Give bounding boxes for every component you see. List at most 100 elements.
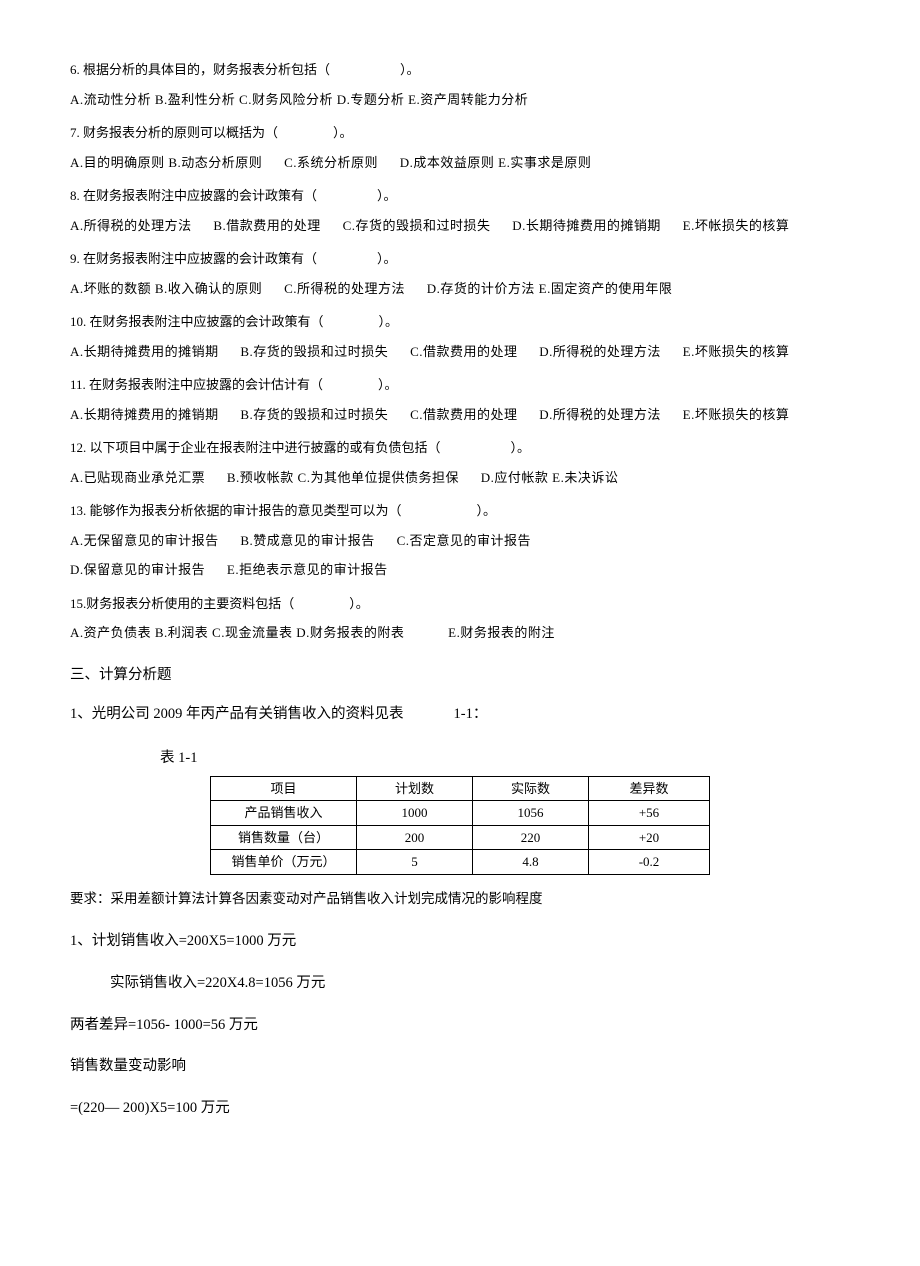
- q13-c: C.否定意见的审计报告: [397, 531, 531, 551]
- q7-options: A.目的明确原则 B.动态分析原则 C.系统分析原则 D.成本效益原则 E.实事…: [70, 153, 850, 173]
- p1-intro1: 1、光明公司 2009 年丙产品有关销售收入的资料见表: [70, 706, 404, 722]
- q13-d: D.保留意见的审计报告: [70, 560, 205, 580]
- question-9: 9. 在财务报表附注中应披露的会计政策有（ ）。: [70, 249, 850, 269]
- problem-1-intro: 1、光明公司 2009 年丙产品有关销售收入的资料见表 1-1：: [70, 704, 850, 726]
- q12-tail: ）。: [511, 440, 531, 455]
- q6-stem: 6. 根据分析的具体目的，财务报表分析包括（: [70, 62, 330, 77]
- q7-d: D.成本效益原则 E.实事求是原则: [400, 153, 592, 173]
- question-8: 8. 在财务报表附注中应披露的会计政策有（ ）。: [70, 186, 850, 206]
- calc-line-1: 1、计划销售收入=200X5=1000 万元: [70, 931, 850, 953]
- q7-c: C.系统分析原则: [284, 153, 378, 173]
- q10-tail: ）。: [379, 314, 399, 329]
- q7-stem: 7. 财务报表分析的原则可以概括为（: [70, 125, 278, 140]
- cell: 销售单价（万元）: [211, 850, 357, 875]
- question-6: 6. 根据分析的具体目的，财务报表分析包括（ ）。: [70, 60, 850, 80]
- q10-options: A.长期待摊费用的摊销期 B.存货的毁损和过时损失 C.借款费用的处理 D.所得…: [70, 342, 850, 362]
- section-3-title: 三、计算分析题: [70, 665, 850, 687]
- q11-stem: 11. 在财务报表附注中应披露的会计估计有（: [70, 377, 323, 392]
- cell: 200: [357, 825, 473, 850]
- cell: 产品销售收入: [211, 801, 357, 826]
- q13-e: E.拒绝表示意见的审计报告: [227, 560, 388, 580]
- q12-options: A.已贴现商业承兑汇票 B.预收帐款 C.为其他单位提供债务担保 D.应付帐款 …: [70, 468, 850, 488]
- q8-a: A.所得税的处理方法: [70, 216, 192, 236]
- cell: 4.8: [473, 850, 589, 875]
- cell: 5: [357, 850, 473, 875]
- q10-d: D.所得税的处理方法: [539, 342, 661, 362]
- q12-a: A.已贴现商业承兑汇票: [70, 468, 205, 488]
- q13-tail: ）。: [477, 503, 497, 518]
- p1-intro2: 1-1：: [454, 706, 488, 722]
- q11-b: B.存货的毁损和过时损失: [240, 405, 388, 425]
- q8-d: D.长期待摊费用的摊销期: [512, 216, 661, 236]
- q9-options: A.坏账的数额 B.收入确认的原则 C.所得税的处理方法 D.存货的计价方法 E…: [70, 279, 850, 299]
- question-12: 12. 以下项目中属于企业在报表附注中进行披露的或有负债包括（ ）。: [70, 438, 850, 458]
- cell: -0.2: [589, 850, 710, 875]
- q12-stem: 12. 以下项目中属于企业在报表附注中进行披露的或有负债包括（: [70, 440, 441, 455]
- q13-options-line2: D.保留意见的审计报告 E.拒绝表示意见的审计报告: [70, 560, 850, 580]
- cell: 220: [473, 825, 589, 850]
- q11-a: A.长期待摊费用的摊销期: [70, 405, 219, 425]
- q7-a: A.目的明确原则 B.动态分析原则: [70, 153, 262, 173]
- table-1-1-label: 表 1-1: [160, 748, 850, 770]
- q15-tail: ）。: [349, 596, 369, 611]
- calc-line-5: =(220— 200)X5=100 万元: [70, 1098, 850, 1120]
- th-plan: 计划数: [357, 776, 473, 801]
- question-15: 15.财务报表分析使用的主要资料包括（ ）。: [70, 594, 850, 614]
- q6-options: A.流动性分析 B.盈利性分析 C.财务风险分析 D.专题分析 E.资产周转能力…: [70, 90, 850, 110]
- calc-line-4: 销售数量变动影响: [70, 1056, 850, 1078]
- q8-c: C.存货的毁损和过时损失: [343, 216, 491, 236]
- q6-tail: ）。: [400, 62, 420, 77]
- table-row: 产品销售收入 1000 1056 +56: [211, 801, 710, 826]
- q11-options: A.长期待摊费用的摊销期 B.存货的毁损和过时损失 C.借款费用的处理 D.所得…: [70, 405, 850, 425]
- calc-line-2: 实际销售收入=220X4.8=1056 万元: [110, 973, 850, 995]
- q12-b: B.预收帐款 C.为其他单位提供债务担保: [227, 468, 459, 488]
- q7-tail: ）。: [333, 125, 353, 140]
- q13-options-line1: A.无保留意见的审计报告 B.赞成意见的审计报告 C.否定意见的审计报告: [70, 531, 850, 551]
- q15-a: A.资产负债表 B.利润表 C.现金流量表 D.财务报表的附表: [70, 623, 404, 643]
- question-13: 13. 能够作为报表分析依据的审计报告的意见类型可以为（ ）。: [70, 501, 850, 521]
- q9-a: A.坏账的数额 B.收入确认的原则: [70, 279, 262, 299]
- th-actual: 实际数: [473, 776, 589, 801]
- q9-c: C.所得税的处理方法: [284, 279, 405, 299]
- cell: +56: [589, 801, 710, 826]
- q11-e: E.坏账损失的核算: [683, 405, 790, 425]
- q8-stem: 8. 在财务报表附注中应披露的会计政策有（: [70, 188, 317, 203]
- q9-tail: ）。: [377, 251, 397, 266]
- q10-a: A.长期待摊费用的摊销期: [70, 342, 219, 362]
- q15-options: A.资产负债表 B.利润表 C.现金流量表 D.财务报表的附表 E.财务报表的附…: [70, 623, 850, 643]
- calc-line-3: 两者差异=1056- 1000=56 万元: [70, 1015, 850, 1037]
- cell: 销售数量（台）: [211, 825, 357, 850]
- cell: 1056: [473, 801, 589, 826]
- q11-c: C.借款费用的处理: [410, 405, 517, 425]
- q8-tail: ）。: [377, 188, 397, 203]
- q8-e: E.坏帐损失的核算: [683, 216, 790, 236]
- q13-a: A.无保留意见的审计报告: [70, 531, 219, 551]
- q15-e: E.财务报表的附注: [448, 623, 555, 643]
- q13-b: B.赞成意见的审计报告: [240, 531, 374, 551]
- th-diff: 差异数: [589, 776, 710, 801]
- q12-d: D.应付帐款 E.未决诉讼: [481, 468, 619, 488]
- q13-stem: 13. 能够作为报表分析依据的审计报告的意见类型可以为（: [70, 503, 402, 518]
- q11-tail: ）。: [378, 377, 398, 392]
- cell: 1000: [357, 801, 473, 826]
- q8-options: A.所得税的处理方法 B.借款费用的处理 C.存货的毁损和过时损失 D.长期待摊…: [70, 216, 850, 236]
- requirement: 要求：采用差额计算法计算各因素变动对产品销售收入计划完成情况的影响程度: [70, 889, 850, 909]
- th-item: 项目: [211, 776, 357, 801]
- table-1-1: 项目 计划数 实际数 差异数 产品销售收入 1000 1056 +56 销售数量…: [210, 776, 710, 875]
- question-11: 11. 在财务报表附注中应披露的会计估计有（ ）。: [70, 375, 850, 395]
- q9-stem: 9. 在财务报表附注中应披露的会计政策有（: [70, 251, 317, 266]
- table-header-row: 项目 计划数 实际数 差异数: [211, 776, 710, 801]
- q15-stem: 15.财务报表分析使用的主要资料包括（: [70, 596, 294, 611]
- q10-c: C.借款费用的处理: [410, 342, 517, 362]
- q10-b: B.存货的毁损和过时损失: [240, 342, 388, 362]
- q10-stem: 10. 在财务报表附注中应披露的会计政策有（: [70, 314, 324, 329]
- question-7: 7. 财务报表分析的原则可以概括为（ ）。: [70, 123, 850, 143]
- q10-e: E.坏账损失的核算: [683, 342, 790, 362]
- table-row: 销售数量（台） 200 220 +20: [211, 825, 710, 850]
- q9-d: D.存货的计价方法 E.固定资产的使用年限: [427, 279, 673, 299]
- table-row: 销售单价（万元） 5 4.8 -0.2: [211, 850, 710, 875]
- question-10: 10. 在财务报表附注中应披露的会计政策有（ ）。: [70, 312, 850, 332]
- q11-d: D.所得税的处理方法: [539, 405, 661, 425]
- cell: +20: [589, 825, 710, 850]
- q8-b: B.借款费用的处理: [213, 216, 320, 236]
